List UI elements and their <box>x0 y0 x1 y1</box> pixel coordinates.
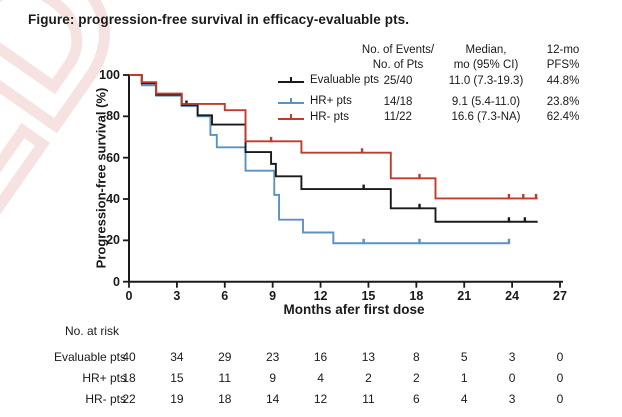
risk-count: 0 <box>556 350 564 364</box>
legend-label-evaluable: Evaluable pts <box>310 74 380 86</box>
risk-count: 29 <box>218 350 232 364</box>
stat-median-hr-minus: 16.6 (7.3-NA) <box>451 111 521 123</box>
y-tick-label: 80 <box>106 109 120 124</box>
risk-row-label-hr-plus: HR+ pts <box>82 371 126 385</box>
survival-curve-hr-pts <box>129 74 538 200</box>
legend-symbol-hr-minus <box>278 112 304 122</box>
stats-header-pfs-line2: PFS% <box>546 59 580 71</box>
stats-header-events-line1: No. of Events/ <box>361 44 435 56</box>
y-tick-label: 60 <box>106 150 120 165</box>
x-tick-label: 12 <box>313 288 328 303</box>
stats-header-median-line1: Median, <box>465 44 507 56</box>
legend-label-hr-minus: HR- pts <box>310 111 349 123</box>
risk-count: 18 <box>122 371 136 385</box>
stat-pfs-hr-plus: 23.8% <box>546 96 580 108</box>
x-tick-label: 24 <box>505 288 520 303</box>
risk-count: 13 <box>361 350 376 364</box>
risk-count: 16 <box>313 350 328 364</box>
risk-count: 11 <box>362 392 375 406</box>
y-tick-label: 0 <box>113 274 120 289</box>
risk-count: 0 <box>556 371 564 385</box>
risk-count: 0 <box>556 392 564 406</box>
legend-label-hr-plus: HR+ pts <box>310 95 352 107</box>
x-tick-label: 18 <box>409 288 424 303</box>
stat-median-hr-plus: 9.1 (5.4-11.0) <box>451 96 521 108</box>
stats-header-events-line2: No. of Pts <box>372 59 424 71</box>
risk-count: 3 <box>508 350 516 364</box>
stat-events-evaluable: 25/40 <box>383 75 413 87</box>
risk-count: 1 <box>460 371 468 385</box>
x-tick-label: 21 <box>457 288 472 303</box>
legend-symbol-evaluable <box>278 75 304 85</box>
risk-count: 8 <box>412 350 420 364</box>
risk-count: 40 <box>122 350 136 364</box>
risk-count: 15 <box>170 371 184 385</box>
figure-title: Figure: progression-free survival in eff… <box>28 12 410 27</box>
risk-count: 22 <box>122 392 136 406</box>
legend-symbol-hr-plus <box>278 96 304 106</box>
x-axis-label: Months afer first dose <box>283 302 425 317</box>
risk-count: 19 <box>170 392 184 406</box>
risk-count: 23 <box>265 350 280 364</box>
x-tick-label: 27 <box>553 288 567 303</box>
stat-events-hr-minus: 11/22 <box>384 111 412 123</box>
x-tick-label: 9 <box>269 288 277 303</box>
stat-events-hr-plus: 14/18 <box>383 96 413 108</box>
risk-count: 6 <box>412 392 420 406</box>
risk-count: 12 <box>313 392 328 406</box>
x-tick-label: 15 <box>361 288 376 303</box>
y-tick-label: 40 <box>106 192 120 207</box>
risk-count: 5 <box>460 350 468 364</box>
x-tick-label: 3 <box>173 288 181 303</box>
risk-count: 3 <box>508 392 516 406</box>
risk-count: 11 <box>218 371 231 385</box>
y-tick-label: 100 <box>99 68 120 82</box>
stat-pfs-evaluable: 44.8% <box>546 75 580 87</box>
risk-row-label-evaluable: Evaluable pts <box>53 350 126 364</box>
risk-row-label-hr-minus: HR- pts <box>85 392 126 406</box>
risk-count: 0 <box>508 371 516 385</box>
risk-count: 4 <box>317 371 324 385</box>
risk-count: 4 <box>460 392 468 406</box>
risk-count: 34 <box>170 350 184 364</box>
risk-count: 14 <box>265 392 280 406</box>
x-tick-label: 0 <box>125 288 133 303</box>
risk-count: 9 <box>269 371 276 385</box>
stats-header-pfs-line1: 12-mo <box>546 44 580 56</box>
x-tick-label: 6 <box>221 288 229 303</box>
stat-median-evaluable: 11.0 (7.3-19.3) <box>448 75 524 87</box>
risk-count: 2 <box>412 371 420 385</box>
stat-pfs-hr-minus: 62.4% <box>546 111 580 123</box>
y-tick-label: 20 <box>106 233 120 248</box>
risk-table-title: No. at risk <box>65 324 120 338</box>
risk-count: 2 <box>365 371 372 385</box>
risk-count: 18 <box>218 392 232 406</box>
stats-header-median-line2: mo (95% CI) <box>453 59 519 71</box>
